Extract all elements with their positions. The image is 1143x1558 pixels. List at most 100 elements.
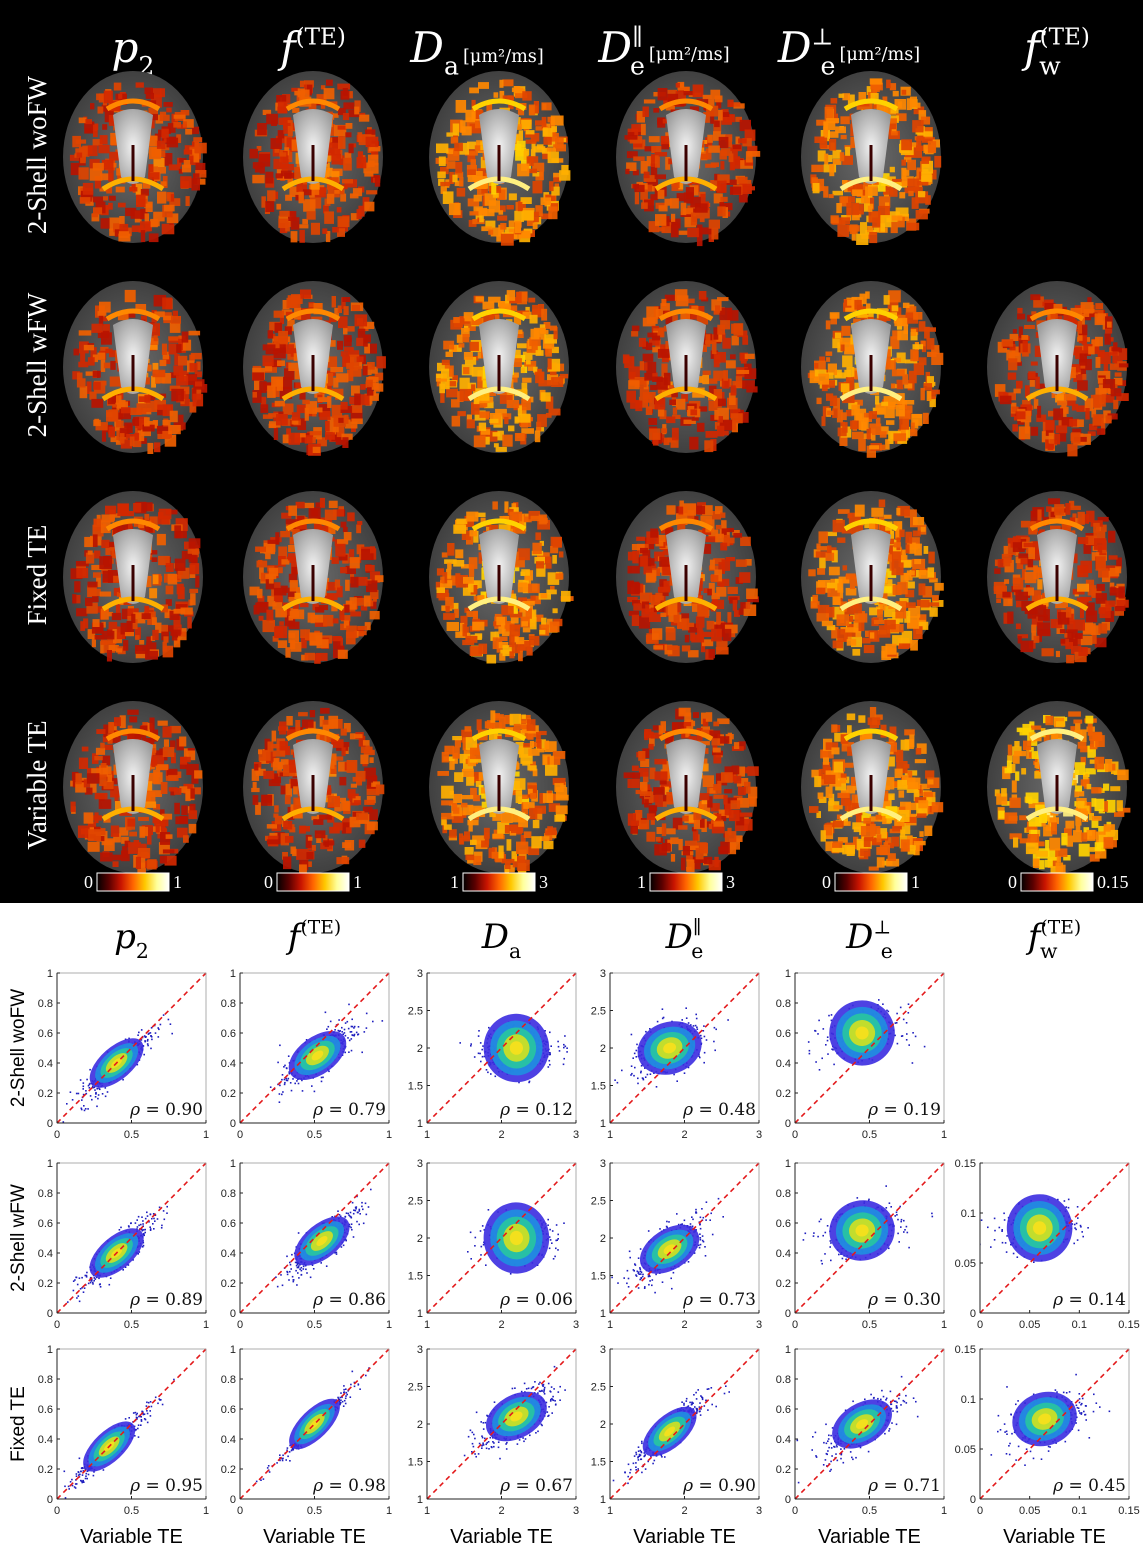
x-tick-label: 1: [941, 1319, 947, 1331]
scatter-point: [649, 1028, 651, 1030]
scatter-point: [349, 1215, 351, 1218]
x-tick-label: 0: [54, 1129, 60, 1141]
scatter-point: [900, 1226, 902, 1228]
scatter-point: [528, 1080, 531, 1083]
scatter-point: [146, 1040, 149, 1042]
scatter-point: [90, 1280, 93, 1282]
y-tick-label: 0.6: [776, 1218, 791, 1230]
scatter-point: [695, 1229, 697, 1231]
scatter-point: [642, 1273, 644, 1276]
scatter-point: [710, 1212, 712, 1215]
scatter-point: [118, 1229, 121, 1231]
scatter-point: [687, 1022, 690, 1024]
scatter-point: [627, 1286, 630, 1288]
scatter-point: [82, 1088, 84, 1090]
scatter-point: [896, 1042, 899, 1045]
scatter-point: [163, 1218, 166, 1221]
scatter-point: [344, 1022, 347, 1024]
scatter-point: [359, 1388, 361, 1390]
scatter-point: [635, 1274, 637, 1276]
scatter-point: [695, 1208, 697, 1211]
scatter-point: [499, 1457, 501, 1460]
scatter-point: [92, 1281, 94, 1284]
scatter-point: [87, 1282, 90, 1285]
scatter-point: [1065, 1206, 1068, 1208]
scatter-point: [142, 1225, 144, 1227]
scatter-point: [281, 1457, 283, 1460]
scatter-point: [350, 1226, 352, 1229]
scatter-point: [677, 1223, 680, 1226]
scatter-point: [911, 1062, 914, 1064]
scatter-point: [654, 1291, 656, 1294]
scatter-point: [527, 1387, 530, 1390]
scatter-point: [343, 1391, 346, 1393]
scatter-point: [83, 1467, 86, 1469]
scatter-row-label-0: 2-Shell woFW: [8, 989, 29, 1107]
scatter-point: [532, 1386, 535, 1388]
scatter-point: [703, 1025, 705, 1027]
rho-label: ρ = 0.89: [129, 1290, 203, 1310]
scatter-point: [146, 1211, 148, 1214]
scatter-point: [367, 1206, 370, 1208]
scatter-point: [539, 1381, 541, 1384]
scatter-point: [630, 1033, 633, 1036]
scatter-point: [547, 1224, 549, 1226]
scatter-point: [628, 1250, 631, 1253]
scatter-point: [895, 1022, 898, 1024]
scatter-point: [149, 1229, 152, 1231]
scatter-point: [649, 1280, 651, 1282]
scatter-point: [278, 1101, 281, 1103]
scatter-point: [136, 1219, 138, 1221]
scatter-point: [79, 1288, 82, 1290]
scatter-point: [150, 1036, 153, 1038]
scatter-point: [888, 1202, 891, 1204]
scatter-point: [993, 1217, 996, 1220]
scatter-point: [518, 1081, 520, 1084]
scatter-point: [727, 1019, 729, 1021]
scatter-point: [71, 1099, 74, 1101]
scatter-point: [281, 1074, 284, 1076]
scatter-point: [1006, 1235, 1008, 1237]
scatter-point: [898, 1241, 900, 1243]
scatter-point: [478, 1030, 480, 1032]
scatter-point: [166, 1212, 168, 1214]
brain-map-0-0: [63, 71, 207, 243]
scatter-point: [705, 1201, 708, 1203]
scatter-point: [335, 1253, 338, 1255]
scatter-plot-0-1: 00.20.40.60.810 0.5 1ρ = 0.79: [221, 968, 392, 1141]
scatter-point: [122, 1078, 124, 1081]
scatter-point: [78, 1300, 81, 1303]
scatter-point: [81, 1276, 83, 1279]
scatter-point: [358, 1223, 360, 1226]
scatter-point: [285, 1067, 288, 1069]
rho-label: ρ = 0.90: [129, 1100, 203, 1120]
y-tick-label: 0.4: [221, 1434, 236, 1446]
y-tick-label: 1: [417, 1308, 423, 1320]
scatter-point: [489, 1436, 492, 1439]
scatter-point: [72, 1289, 75, 1292]
scatter-point: [344, 1238, 347, 1241]
scatter-point: [93, 1279, 95, 1282]
scatter-point: [482, 1428, 485, 1430]
scatter-point: [137, 1034, 139, 1036]
x-tick-label: 0.5: [307, 1129, 322, 1141]
scatter-point: [661, 1008, 664, 1010]
scatter-point: [69, 1091, 72, 1093]
scatter-point: [633, 1270, 635, 1272]
scatter-point: [564, 1035, 566, 1037]
scatter-point: [289, 1263, 292, 1266]
scatter-point: [505, 1443, 507, 1445]
scatter-point: [557, 1045, 560, 1048]
scatter-point: [640, 1273, 642, 1275]
scatter-point: [547, 1066, 550, 1068]
scatter-point: [529, 1434, 531, 1437]
scatter-point: [282, 1454, 284, 1457]
scatter-point: [493, 1401, 496, 1403]
scatter-point: [287, 1055, 290, 1057]
scatter-point: [621, 1069, 623, 1072]
row-label-3: Variable TE: [22, 720, 52, 849]
scatter-point: [104, 1095, 107, 1098]
scatter-point: [134, 1435, 136, 1437]
scatter-point: [562, 1063, 565, 1066]
scatter-point: [286, 1079, 289, 1082]
